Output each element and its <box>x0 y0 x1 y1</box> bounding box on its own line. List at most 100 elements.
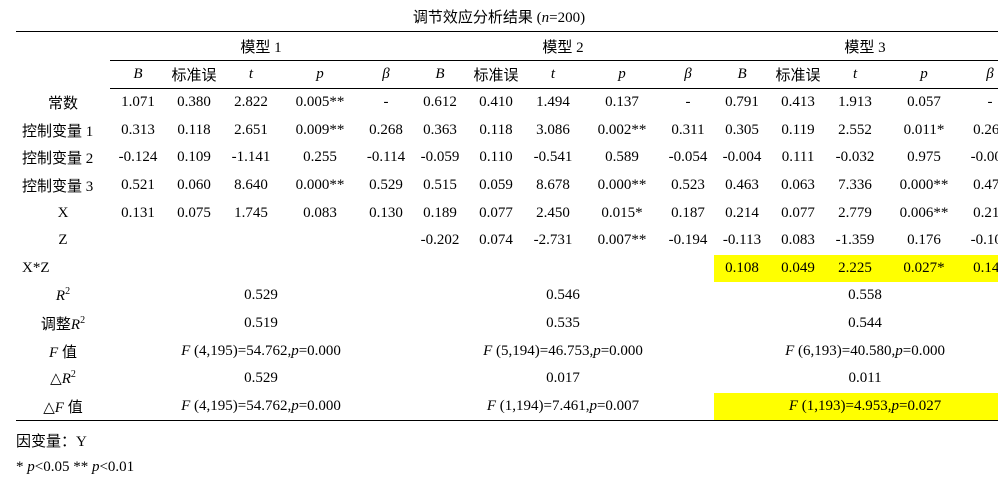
table-cell: 0.187 <box>671 204 705 221</box>
table-cell: 0.063 <box>781 177 815 194</box>
table-cell: 0.083 <box>303 204 337 221</box>
table-cell: 8.640 <box>234 177 268 194</box>
table-cell: 1.745 <box>234 204 268 221</box>
table-cell: 0.268 <box>369 121 403 138</box>
table-cell: 0.006** <box>899 204 949 221</box>
table-cell <box>280 255 360 283</box>
table-cell: 0.471 <box>973 177 998 194</box>
row-label: 控制变量 3 <box>22 179 94 196</box>
table-cell: 0.131 <box>121 204 155 221</box>
summary-value: 0.544 <box>848 315 882 332</box>
column-header: t <box>524 60 583 89</box>
table-cell: 0.000** <box>295 177 345 194</box>
summary-label: △R2 <box>50 369 76 388</box>
table-cell: - <box>685 94 691 111</box>
summary-row: 调整R2 0.519 0.535 0.544 <box>16 310 998 338</box>
table-cell: 0.059 <box>479 177 513 194</box>
table-cell: 7.336 <box>838 177 872 194</box>
row-label: X <box>57 204 69 221</box>
summary-value: 0.017 <box>546 370 580 387</box>
table-cell: 0.791 <box>725 94 759 111</box>
model-header-row: 模型 1 模型 2 模型 3 <box>16 31 998 61</box>
table-cell: 0.118 <box>177 121 211 138</box>
table-cell: 0.060 <box>177 177 211 194</box>
row-label: X*Z <box>22 259 50 276</box>
dependent-variable-note: 因变量：Y <box>16 434 87 450</box>
table-cell: 0.108 <box>714 254 771 283</box>
table-cell: -1.359 <box>835 232 875 249</box>
table-cell: -0.109 <box>970 232 998 249</box>
table-cell: 2.552 <box>838 121 872 138</box>
table-cell: 2.651 <box>234 121 268 138</box>
table-cell <box>166 227 222 255</box>
summary-row: F 值 F (4,195)=54.762,p=0.000 F (5,194)=46.… <box>16 337 998 365</box>
table-cell: 0.118 <box>479 121 513 138</box>
moderation-results-table: 模型 1 模型 2 模型 3 B 标准误 t p β B 标准误 t p β B 标准误 t p β 常数 1… <box>16 31 998 422</box>
table-cell: 0.130 <box>369 204 403 221</box>
column-header: β <box>964 60 998 89</box>
table-cell: 0.589 <box>605 149 639 166</box>
table-cell: -0.124 <box>118 149 158 166</box>
table-cell <box>412 255 468 283</box>
column-header: β <box>360 60 413 89</box>
column-header: β <box>662 60 715 89</box>
table-cell: 0.000** <box>899 177 949 194</box>
summary-label: F 值 <box>49 344 77 361</box>
table-cell: -0.059 <box>420 149 460 166</box>
summary-value: 0.546 <box>546 287 580 304</box>
table-cell: 0.005** <box>295 94 345 111</box>
table-cell: 0.255 <box>303 149 337 166</box>
table-cell: -0.032 <box>835 149 875 166</box>
table-cell: 0.083 <box>781 232 815 249</box>
summary-value: F (4,195)=54.762,p=0.000 <box>110 392 413 422</box>
model-1-header: 模型 1 <box>110 31 413 61</box>
table-cell: 0.119 <box>781 121 815 138</box>
table-cell: -0.003 <box>970 149 998 166</box>
table-cell: 0.027* <box>884 254 965 283</box>
table-cell: 0.313 <box>121 121 155 138</box>
table-cell: 0.007** <box>597 232 647 249</box>
table-cell: 0.110 <box>479 149 513 166</box>
column-header: p <box>280 60 360 89</box>
table-cell: 0.523 <box>671 177 705 194</box>
table-cell: 2.450 <box>536 204 570 221</box>
column-header: p <box>884 60 965 89</box>
coefficient-row: 常数 1.071 0.380 2.822 0.005** - 0.612 0.410 1.494… <box>16 89 998 117</box>
table-cell: -0.114 <box>366 149 406 166</box>
table-cell <box>468 255 524 283</box>
summary-value: 0.519 <box>244 315 278 332</box>
table-cell: 2.822 <box>234 94 268 111</box>
table-cell <box>110 255 166 283</box>
summary-row: R2 0.529 0.546 0.558 <box>16 282 998 310</box>
column-header-row: B 标准误 t p β B 标准误 t p β B 标准误 t p β <box>16 60 998 89</box>
column-header: p <box>582 60 663 89</box>
summary-label: △F 值 <box>16 392 110 422</box>
row-label: 常数 <box>47 96 78 113</box>
column-header: 标准误 <box>468 60 525 89</box>
table-cell: -2.731 <box>533 232 573 249</box>
table-cell: 1.494 <box>536 94 570 111</box>
table-cell: -0.054 <box>668 149 708 166</box>
table-cell: 0.214 <box>725 204 759 221</box>
table-cell: 1.071 <box>121 94 155 111</box>
table-cell <box>222 255 280 283</box>
column-header: B <box>714 60 771 89</box>
table-cell: -0.004 <box>722 149 762 166</box>
column-header: t <box>222 60 280 89</box>
table-cell: 0.011* <box>903 121 945 138</box>
summary-value: F (6,193)=40.580,p=0.000 <box>785 342 945 359</box>
table-cell: -0.541 <box>533 149 573 166</box>
table-cell: 0.363 <box>423 121 457 138</box>
table-cell: - <box>383 94 389 111</box>
table-cell: 1.913 <box>838 94 872 111</box>
table-cell <box>360 227 412 255</box>
table-cell: 0.975 <box>907 149 941 166</box>
table-cell: 0.612 <box>423 94 457 111</box>
table-cell: 0.212 <box>973 204 998 221</box>
table-cell: 0.077 <box>781 204 815 221</box>
column-header: t <box>826 60 885 89</box>
table-cell: 0.521 <box>121 177 155 194</box>
significance-note: * p<0.05 ** p<0.01 <box>16 459 135 475</box>
